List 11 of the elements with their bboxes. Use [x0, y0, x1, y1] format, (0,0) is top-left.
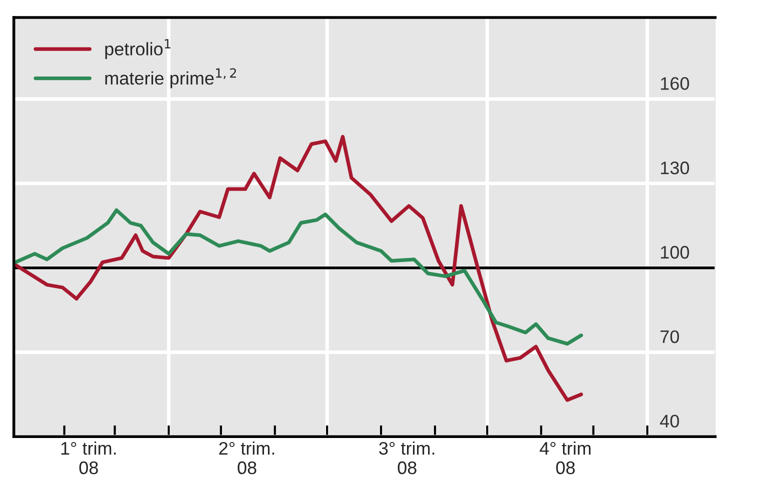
legend-label: petrolio$^{1}$: [105, 39, 170, 60]
y-tick-label: 100: [660, 246, 690, 259]
x-tick-label: 3° trim. 08: [379, 441, 434, 474]
x-tick-label: 2° trim. 08: [219, 441, 274, 474]
y-tick-label: 40: [660, 414, 679, 428]
legend-label: materie prime$^{1,2}$: [105, 68, 236, 88]
y-tick-label: 70: [660, 330, 679, 344]
y-tick-label: 160: [660, 77, 690, 90]
x-tick-label: 1° trim. 08: [61, 441, 116, 474]
y-tick-label: 130: [660, 162, 690, 174]
x-tick-label: 4° trim 08: [540, 441, 590, 474]
